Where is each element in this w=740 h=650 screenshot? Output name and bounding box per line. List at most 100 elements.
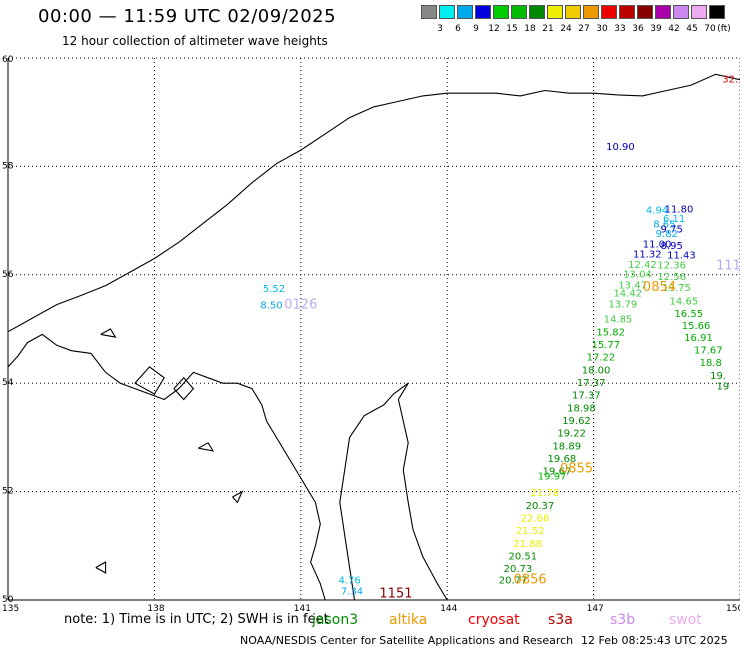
wave-height-label: 4.76: [338, 576, 360, 587]
credit-text: NOAA/NESDIS Center for Satellite Applica…: [240, 634, 574, 647]
wave-height-label: 14.65: [670, 297, 699, 308]
wave-height-label: 18.8: [700, 358, 722, 369]
wave-height-label: 11.80: [665, 204, 694, 215]
lat-tick-label: 60: [2, 55, 14, 65]
wave-height-label: 18.00: [582, 365, 611, 376]
scale-label: 33: [614, 24, 626, 34]
scale-label: 45: [686, 24, 698, 34]
wave-height-label: 4.94: [646, 206, 668, 217]
scale-swatch: [691, 5, 707, 19]
scale-swatch: [601, 5, 617, 19]
wave-height-label: 14.85: [604, 314, 633, 325]
scale-swatch: [619, 5, 635, 19]
lon-tick-label: 141: [294, 604, 311, 614]
wave-height-label: 15.66: [682, 321, 711, 332]
wave-height-label: 15.82: [596, 328, 625, 339]
scale-label: 24: [560, 24, 572, 34]
wave-height-label: 12.42: [628, 260, 657, 271]
wave-height-label: 32.: [722, 74, 738, 85]
lat-tick-label: 56: [2, 270, 14, 280]
wave-height-label: 13.75: [662, 283, 691, 294]
island-coastline: [198, 442, 215, 452]
scale-label: 27: [578, 24, 590, 34]
scale-label: 30: [596, 24, 608, 34]
satellite-legend-item: s3b: [610, 612, 636, 628]
wave-height-label: 9.82: [656, 229, 678, 240]
wave-height-label: 17.37: [572, 390, 601, 401]
wave-height-label: 9.75: [661, 225, 683, 236]
scale-label: 3: [437, 24, 443, 34]
wave-height-label: 20.51: [509, 551, 538, 562]
wave-height-label: 19.67: [543, 466, 572, 477]
lat-tick-label: 52: [2, 487, 13, 497]
wave-height-label: 19.62: [562, 416, 591, 427]
wave-height-label: 8.50: [260, 300, 282, 311]
wave-height-label: 19: [717, 382, 730, 393]
scale-label: 12: [488, 24, 500, 34]
scale-label: 15: [506, 24, 518, 34]
wave-height-label: 13.04: [623, 270, 652, 281]
island-coastline: [173, 376, 195, 401]
scale-swatch: [637, 5, 653, 19]
lat-tick-label: 58: [2, 161, 14, 171]
scale-swatch: [439, 5, 455, 19]
okhotsk-north-coastline: [7, 73, 740, 333]
scale-swatch: [565, 5, 581, 19]
wave-height-label: 11.43: [667, 251, 696, 262]
island-coastline: [95, 561, 107, 574]
wave-height-label: 11.00: [643, 240, 672, 251]
wave-height-label: 5.52: [263, 284, 285, 295]
page-title: 00:00 — 11:59 UTC 02/09/2025: [38, 6, 337, 27]
scale-label: 39: [650, 24, 662, 34]
wave-height-label: 8.65: [653, 220, 675, 231]
scale-label: 42: [668, 24, 680, 34]
wave-height-label: 17.37: [577, 378, 606, 389]
island-coastline: [100, 328, 117, 338]
wave-height-label: 13.79: [609, 299, 638, 310]
wave-height-label: 11.32: [633, 249, 662, 260]
scale-label: 70: [704, 24, 716, 34]
page-subtitle: 12 hour collection of altimeter wave hei…: [62, 34, 328, 48]
wave-height-label: 20.73: [504, 564, 533, 575]
wave-height-label: 19.: [710, 371, 726, 382]
satellite-legend-item: s3a: [548, 612, 573, 628]
pass-time-label: 0854: [643, 280, 676, 295]
satellite-legend-item: altika: [389, 612, 428, 628]
island-coastline: [134, 366, 165, 395]
scale-swatch: [529, 5, 545, 19]
scale-swatch: [493, 5, 509, 19]
wave-height-label: 19.22: [557, 428, 586, 439]
wave-height-label: 17.22: [587, 352, 616, 363]
scale-label: 36: [632, 24, 644, 34]
wave-height-label: 19.68: [548, 454, 577, 465]
pass-time-label: 0855: [560, 462, 593, 477]
wave-height-label: 20.37: [526, 501, 555, 512]
scale-label: 18: [524, 24, 536, 34]
generated-timestamp: 12 Feb 08:25:43 UTC 2025: [581, 634, 728, 647]
scale-swatch: [673, 5, 689, 19]
wave-height-label: 7.34: [341, 587, 363, 598]
pass-time-label: 1114: [716, 258, 740, 273]
wave-height-label: 12.36: [657, 260, 686, 271]
scale-swatch: [475, 5, 491, 19]
lon-tick-label: 135: [2, 604, 19, 614]
pass-time-label: 0856: [514, 573, 547, 588]
scale-swatch: [547, 5, 563, 19]
wave-height-label: 22.66: [521, 513, 550, 524]
sakhalin-coastline: [339, 382, 448, 601]
wave-height-label: 20.77: [499, 576, 528, 587]
wave-height-label: 21.78: [530, 488, 559, 499]
scale-swatch: [655, 5, 671, 19]
scale-swatch: [511, 5, 527, 19]
wave-height-label: 16.91: [684, 333, 713, 344]
lat-tick-label: 54: [2, 378, 14, 388]
lon-tick-label: 138: [147, 604, 164, 614]
wave-height-label: 19.97: [538, 472, 567, 483]
wave-height-label: 21.52: [516, 526, 545, 537]
okhotsk-west-coastline: [7, 333, 326, 601]
scale-unit: (ft): [717, 24, 731, 34]
scale-label: 9: [473, 24, 479, 34]
wave-height-label: 18.98: [567, 403, 596, 414]
